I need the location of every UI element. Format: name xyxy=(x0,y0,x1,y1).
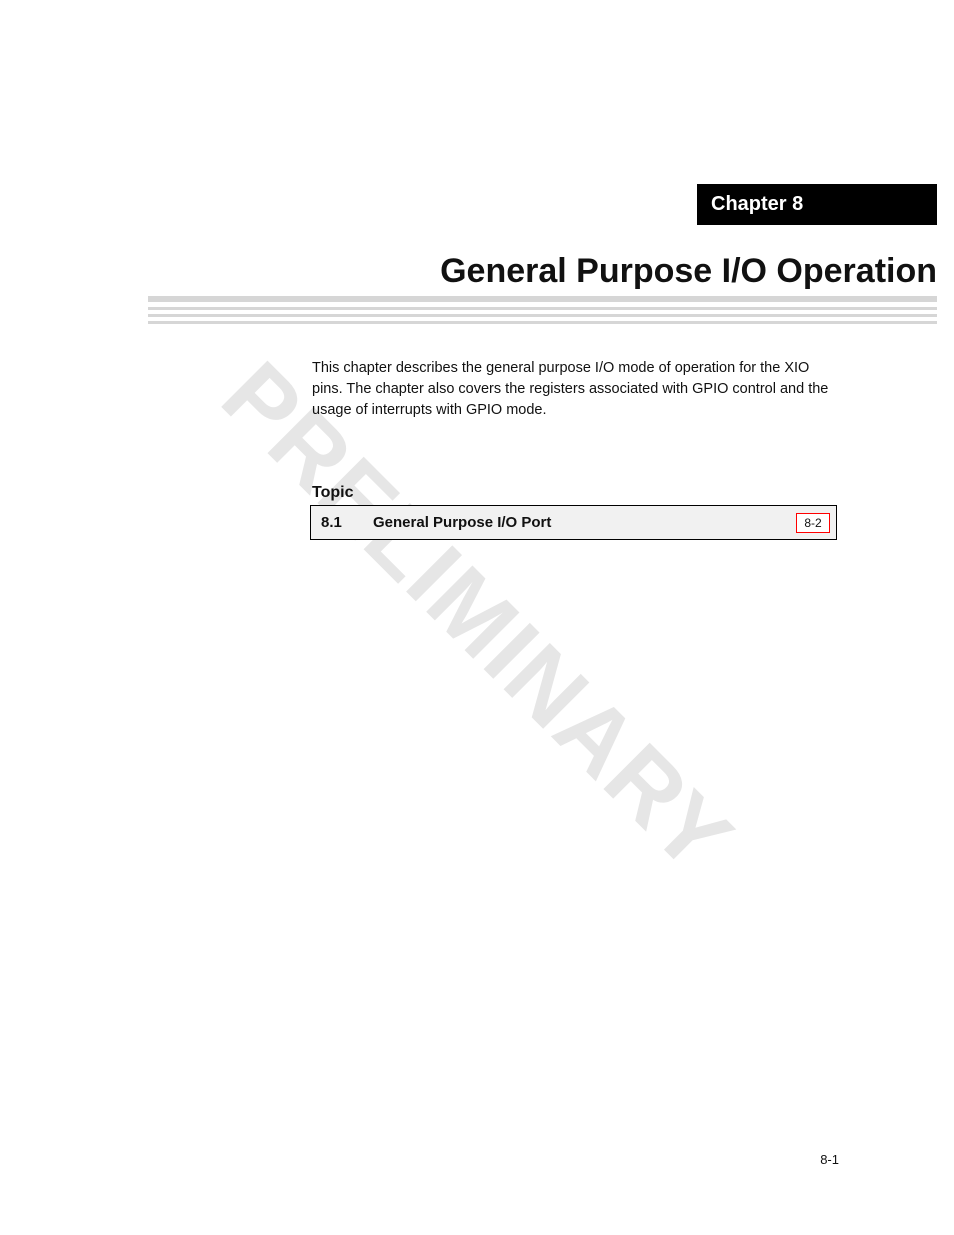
title-underline-rules xyxy=(148,296,937,324)
toc-entry-number: 8.1 xyxy=(311,514,371,531)
toc-entry-label: General Purpose I/O Port xyxy=(371,514,796,531)
rule-decor xyxy=(148,321,937,324)
chapter-intro-paragraph: This chapter describes the general purpo… xyxy=(312,358,839,421)
toc-entry-row: 8.1 General Purpose I/O Port 8-2 xyxy=(310,505,837,540)
toc-entry-page-link[interactable]: 8-2 xyxy=(796,513,830,533)
footer-page-number: 8-1 xyxy=(820,1152,839,1167)
rule-decor xyxy=(148,307,937,310)
rule-decor xyxy=(148,296,937,302)
chapter-tab: Chapter 8 xyxy=(697,184,937,225)
rule-decor xyxy=(148,314,937,317)
chapter-title: General Purpose I/O Operation xyxy=(148,252,937,291)
toc-heading: Topic xyxy=(312,484,353,502)
